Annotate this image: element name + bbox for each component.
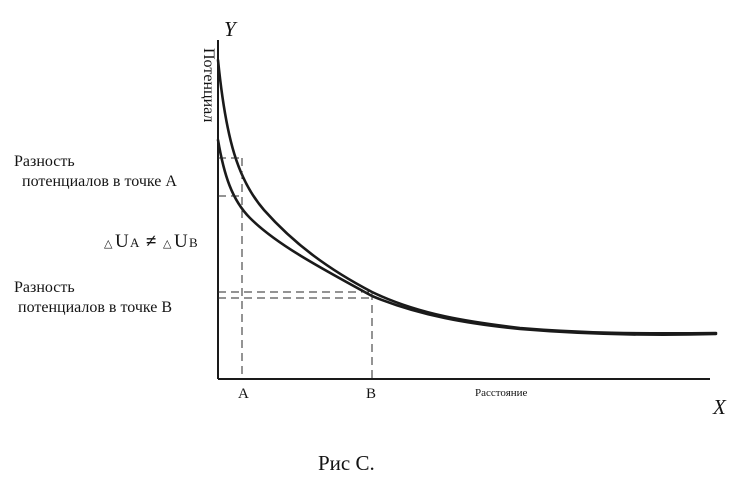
difference-a-label-line2: потенциалов в точке A <box>22 173 177 190</box>
delta-right-symbol: △ <box>163 238 172 250</box>
u-right-symbol: U <box>174 231 188 252</box>
difference-b-label-line1: Разность <box>14 279 75 296</box>
difference-b-label-line2: потенциалов в точке B <box>18 299 172 316</box>
inequality-expression: △ U A ≠ △ U B <box>104 231 198 252</box>
y-axis-letter: Y <box>224 17 238 41</box>
subscript-a: A <box>130 235 140 250</box>
y-axis-title: Потенциал <box>200 48 217 122</box>
upper-potential-curve <box>216 58 718 335</box>
point-a-label: A <box>238 386 249 402</box>
lower-potential-curve <box>216 138 718 337</box>
x-axis-title: Расстояние <box>475 387 528 399</box>
figure-caption: Рис С. <box>318 451 375 475</box>
u-left-symbol: U <box>115 231 129 252</box>
point-b-label: B <box>366 386 376 402</box>
delta-left-symbol: △ <box>104 238 113 250</box>
subscript-b: B <box>189 235 198 250</box>
difference-a-label-line1: Разность <box>14 153 75 170</box>
not-equal-symbol: ≠ <box>146 231 156 252</box>
x-axis-letter: X <box>712 395 727 419</box>
